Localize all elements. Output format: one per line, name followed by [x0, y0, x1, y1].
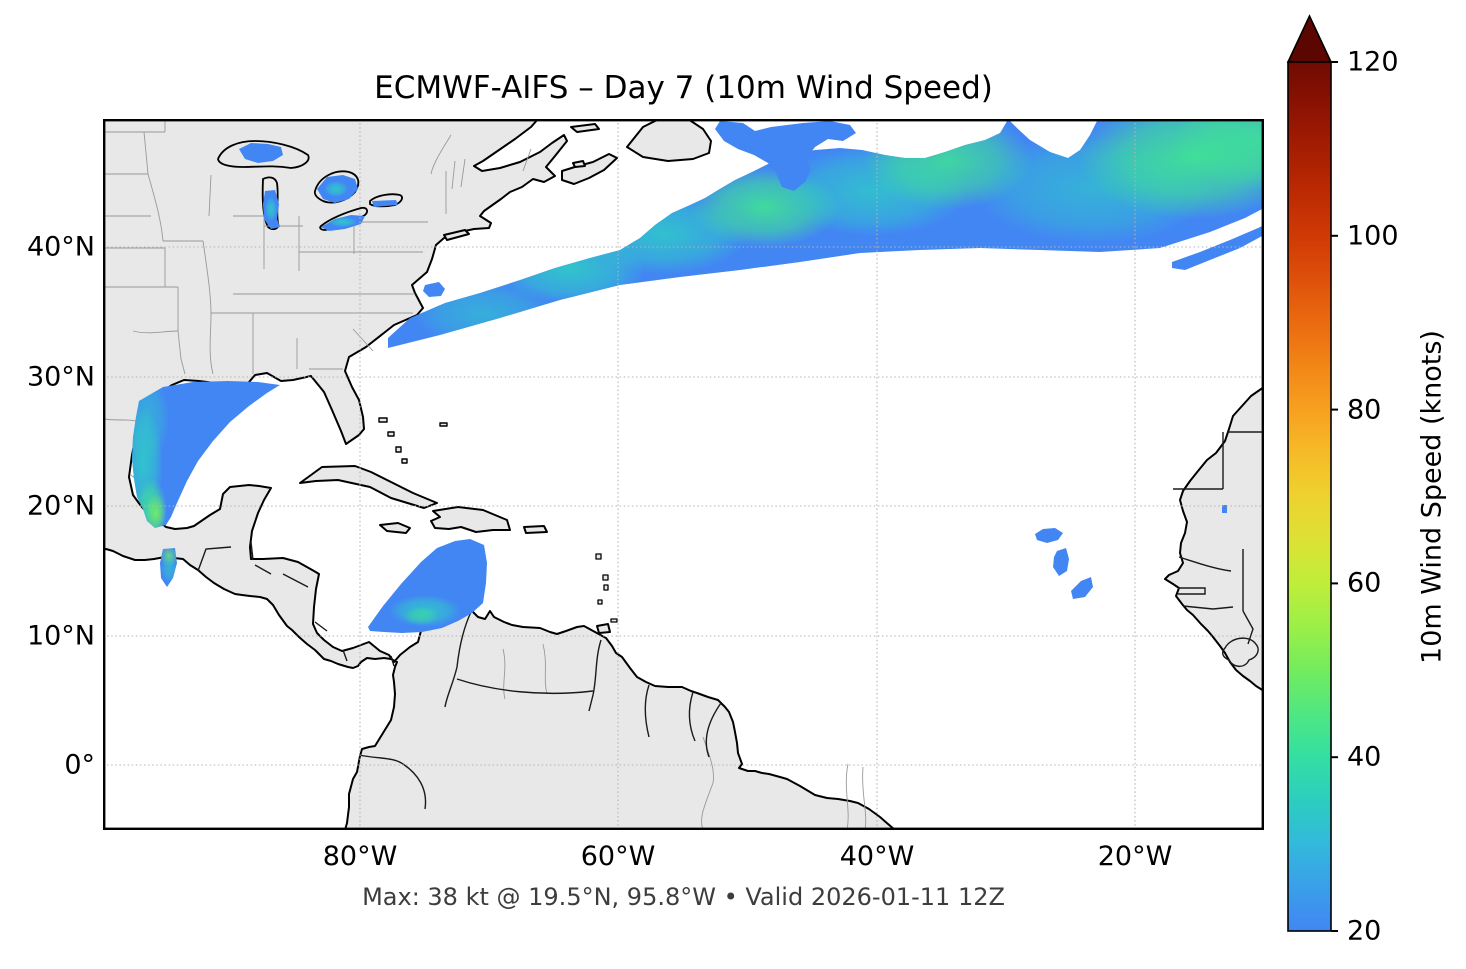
island-long-island: [443, 229, 470, 241]
wind-patch-atlantic-streak: [1172, 225, 1264, 270]
island-jamaica: [379, 522, 411, 534]
ytick-0: 0°: [64, 749, 95, 781]
map-canvas: [103, 119, 1264, 830]
plot-frame: [103, 119, 1264, 830]
wind-patch-hatteras-blob: [423, 282, 445, 297]
caption-max-valid: Max: 38 kt @ 19.5°N, 95.8°W • Valid 2026…: [362, 883, 1005, 911]
wind-patches-cape-verde: [1035, 505, 1227, 599]
land-layer: [103, 119, 1264, 830]
wind-patch-labrador-blob: [715, 121, 856, 191]
ytick-40n: 40°N: [26, 231, 95, 263]
island-anticosti: [570, 123, 600, 133]
gridlines: [103, 119, 1264, 830]
island-newfoundland: [626, 119, 712, 162]
lake-huron-core: [324, 181, 348, 197]
island-hispaniola: [430, 506, 511, 533]
cbar-tick-80: 80: [1347, 394, 1382, 426]
colorbar-tick-marks: [1331, 61, 1338, 932]
xtick-40w: 40°W: [839, 841, 915, 872]
cbar-tick-100: 100: [1347, 220, 1399, 252]
xtick-80w: 80°W: [322, 841, 398, 872]
island-cuba: [299, 465, 438, 509]
islands-lesser-antilles: [595, 553, 618, 623]
island-trinidad: [596, 623, 611, 634]
colorbar-extend-arrow: [1286, 14, 1333, 63]
wind-dot-west-africa: [1222, 505, 1227, 513]
peninsula-nova-scotia: [561, 153, 618, 185]
colorbar-gradient-bar: [1287, 61, 1332, 932]
cbar-tick-20: 20: [1347, 915, 1382, 947]
lake-michigan-core: [265, 197, 277, 221]
cbar-tick-60: 60: [1347, 567, 1382, 599]
cbar-tick-120: 120: [1347, 46, 1399, 78]
state-borders: [103, 119, 867, 830]
ytick-20n: 20°N: [26, 490, 95, 522]
ytick-30n: 30°N: [26, 361, 95, 393]
wind-patch-caribbean: [368, 539, 487, 633]
xtick-20w: 20°W: [1097, 841, 1173, 872]
colorbar: [1286, 14, 1338, 932]
island-pei: [572, 160, 586, 168]
ytick-10n: 10°N: [26, 620, 95, 652]
page-title: ECMWF-AIFS – Day 7 (10m Wind Speed): [374, 70, 993, 106]
colorbar-axis-label: 10m Wind Speed (knots): [1416, 330, 1448, 664]
xtick-60w: 60°W: [580, 841, 656, 872]
wind-patch-tehuantepec: [160, 548, 177, 587]
island-puerto-rico: [523, 525, 548, 534]
cbar-tick-40: 40: [1347, 741, 1382, 773]
islands-bahamas: [378, 417, 448, 464]
country-borders: [197, 431, 1264, 810]
lake-erie-core: [329, 217, 357, 227]
